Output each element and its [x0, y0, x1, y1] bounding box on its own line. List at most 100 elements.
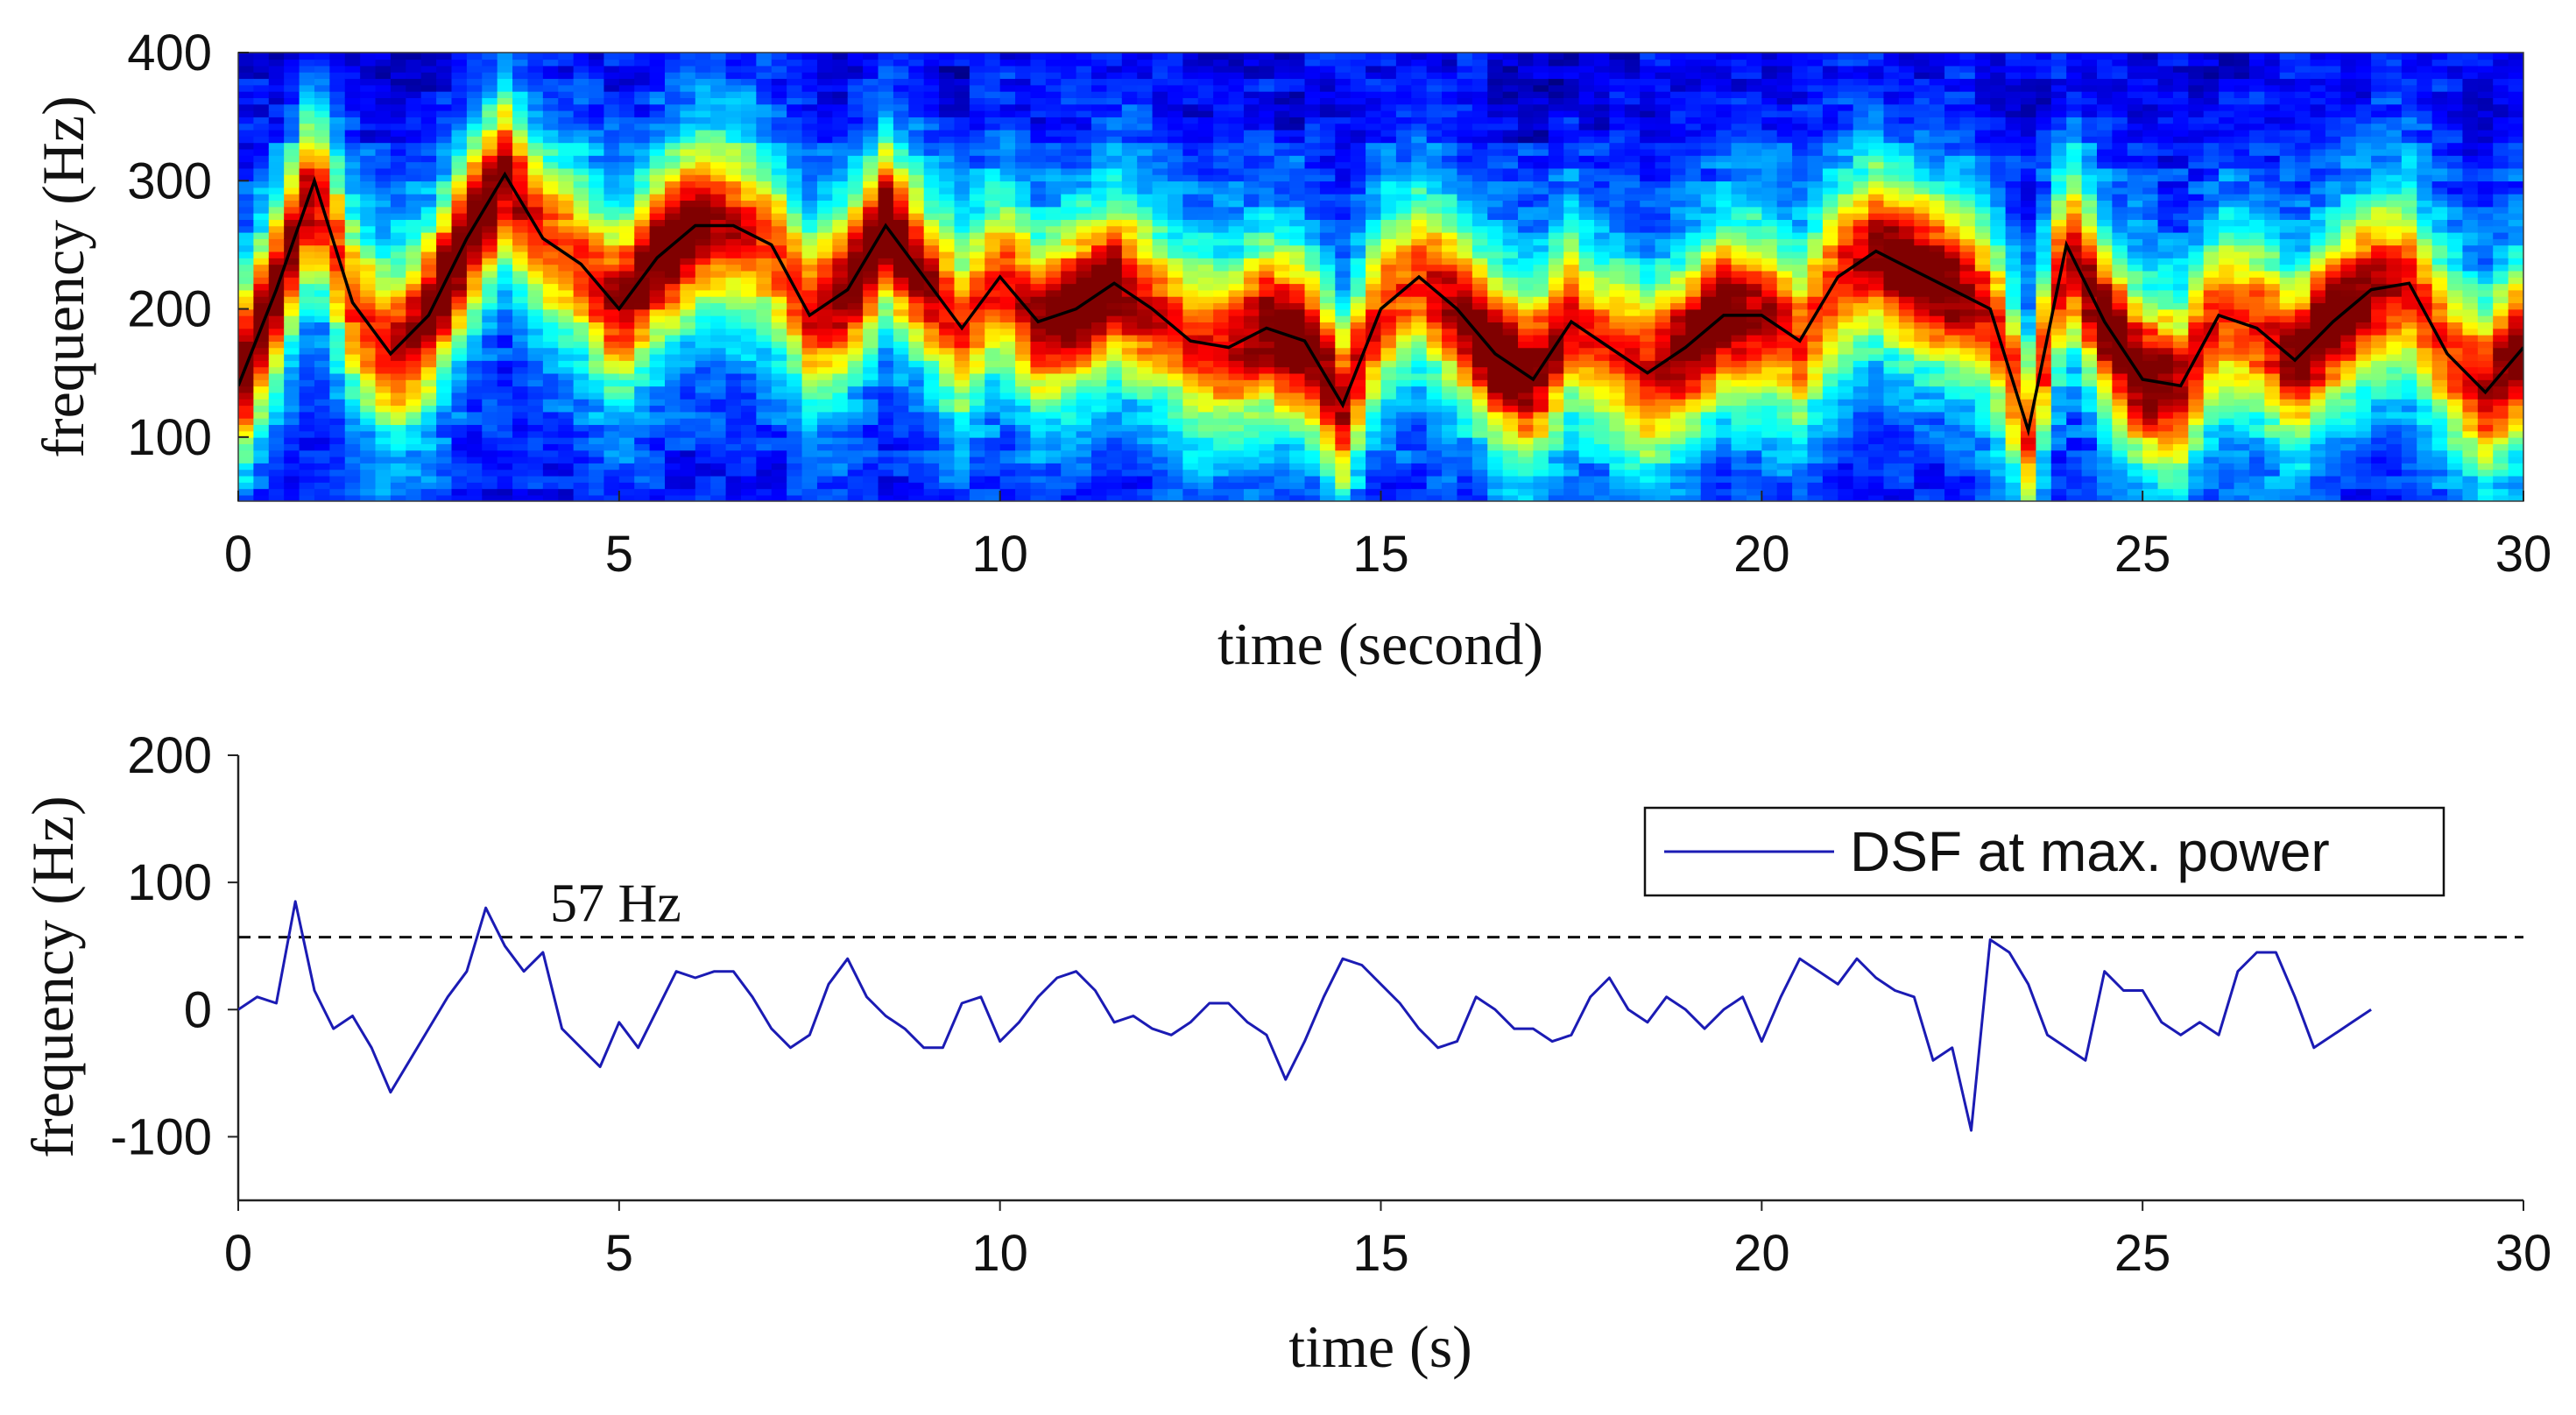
heatmap-cell — [420, 59, 437, 67]
heatmap-cell — [360, 360, 377, 368]
heatmap-cell — [451, 117, 468, 124]
heatmap-cell — [771, 334, 787, 342]
heatmap-cell — [406, 494, 422, 501]
heatmap-cell — [1274, 142, 1290, 150]
heatmap-cell — [863, 187, 879, 195]
heatmap-cell — [939, 386, 956, 393]
heatmap-cell — [1213, 59, 1230, 67]
heatmap-cell — [878, 386, 894, 393]
heatmap-cell — [1259, 398, 1275, 407]
heatmap-cell — [756, 148, 773, 156]
heatmap-cell — [1061, 173, 1077, 182]
heatmap-cell — [863, 155, 879, 163]
heatmap-cell — [1304, 456, 1321, 463]
heatmap-cell — [1182, 430, 1199, 438]
heatmap-cell — [847, 173, 864, 182]
heatmap-cell — [436, 264, 453, 272]
heatmap-cell — [954, 302, 970, 310]
heatmap-cell — [558, 225, 575, 233]
heatmap-cell — [710, 225, 727, 233]
heatmap-cell — [893, 251, 910, 258]
heatmap-cell — [466, 347, 483, 355]
heatmap-cell — [893, 443, 910, 451]
heatmap-cell — [451, 436, 468, 444]
heatmap-cell — [1137, 347, 1154, 355]
heatmap-cell — [923, 225, 940, 233]
heatmap-cell — [1319, 430, 1337, 438]
heatmap-cell — [985, 65, 1001, 73]
heatmap-cell — [314, 283, 331, 291]
heatmap-cell — [1304, 97, 1321, 105]
heatmap-cell — [1015, 341, 1032, 349]
heatmap-cell — [1182, 155, 1199, 163]
heatmap-cell — [756, 206, 773, 214]
heatmap-cell — [1076, 123, 1092, 131]
heatmap-cell — [527, 308, 544, 316]
heatmap-cell — [1015, 488, 1032, 496]
heatmap-cell — [1304, 366, 1321, 374]
heatmap-cell — [969, 65, 986, 73]
heatmap-cell — [740, 90, 758, 98]
heatmap-cell — [1259, 90, 1275, 98]
heatmap-cell — [999, 258, 1016, 265]
heatmap-cell — [527, 283, 544, 291]
heatmap-cell — [527, 129, 544, 137]
heatmap-cell — [816, 308, 834, 316]
heatmap-cell — [878, 347, 894, 355]
heatmap-cell — [558, 488, 575, 496]
heatmap-cell — [908, 315, 925, 322]
heatmap-cell — [771, 449, 787, 457]
heatmap-cell — [832, 334, 849, 342]
heatmap-cell — [482, 129, 498, 137]
heatmap-cell — [969, 180, 986, 188]
heatmap-cell — [1167, 372, 1184, 380]
heatmap-cell — [1030, 173, 1047, 182]
heatmap-cell — [725, 475, 742, 483]
heatmap-cell — [299, 302, 315, 310]
heatmap-cell — [801, 482, 818, 490]
heatmap-cell — [816, 155, 834, 163]
heatmap-cell — [1030, 372, 1047, 380]
heatmap-cell — [1061, 341, 1077, 349]
heatmap-cell — [284, 328, 300, 336]
heatmap-cell — [1167, 436, 1184, 444]
heatmap-cell — [634, 277, 651, 285]
heatmap-cell — [603, 136, 620, 144]
heatmap-cell — [634, 289, 651, 297]
heatmap-cell — [1015, 475, 1032, 483]
heatmap-cell — [787, 277, 803, 285]
heatmap-cell — [832, 482, 849, 490]
heatmap-cell — [649, 78, 666, 86]
heatmap-cell — [893, 161, 910, 169]
heatmap-cell — [314, 456, 331, 463]
heatmap-cell — [863, 417, 879, 426]
heatmap-cell — [466, 123, 483, 131]
heatmap-cell — [923, 148, 940, 156]
heatmap-cell — [1259, 142, 1275, 150]
heatmap-cell — [908, 193, 925, 202]
heatmap-cell — [1243, 463, 1260, 470]
heatmap-cell — [1015, 494, 1032, 501]
heatmap-cell — [238, 206, 255, 214]
heatmap-cell — [527, 482, 544, 490]
heatmap-cell — [329, 90, 346, 98]
heatmap-cell — [451, 110, 468, 117]
heatmap-cell — [1304, 219, 1321, 227]
heatmap-cell — [466, 353, 483, 361]
heatmap-cell — [390, 430, 407, 438]
heatmap-cell — [512, 84, 529, 92]
heatmap-cell — [451, 417, 468, 426]
heatmap-cell — [1304, 405, 1321, 413]
heatmap-cell — [725, 258, 742, 265]
heatmap-cell — [573, 142, 589, 150]
heatmap-cell — [954, 308, 970, 316]
heatmap-cell — [1030, 90, 1047, 98]
heatmap-cell — [329, 264, 346, 272]
heatmap-cell — [1243, 173, 1260, 182]
heatmap-cell — [923, 456, 940, 463]
heatmap-cell — [618, 258, 636, 265]
heatmap-cell — [603, 392, 620, 400]
heatmap-cell — [665, 398, 681, 407]
heatmap-cell — [436, 334, 453, 342]
heatmap-cell — [985, 443, 1001, 451]
